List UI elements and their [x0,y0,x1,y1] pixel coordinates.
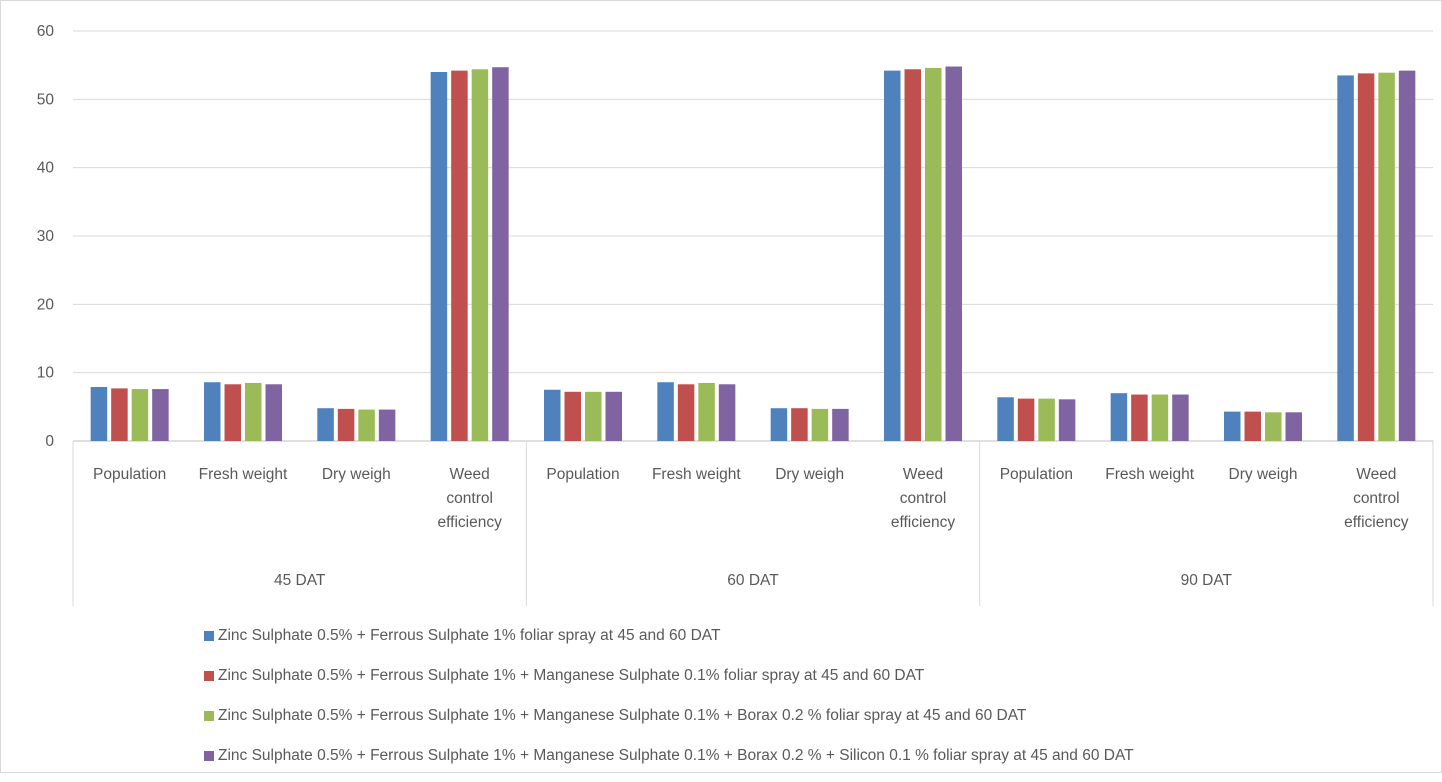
bar [832,408,849,441]
bar [152,389,169,441]
y-tick-label: 20 [37,296,55,313]
legend-label: Zinc Sulphate 0.5% + Ferrous Sulphate 1%… [218,747,1134,764]
bar [204,382,221,441]
bar [471,69,489,442]
legend-item: Zinc Sulphate 0.5% + Ferrous Sulphate 1%… [204,662,1134,690]
bar [904,69,921,442]
x-group-label: 60 DAT [727,572,779,589]
bar [111,388,128,441]
legend-swatch [204,751,214,761]
bar [945,66,962,442]
bar [698,382,715,441]
bar [997,397,1014,441]
bar [337,408,355,441]
legend-item: Zinc Sulphate 0.5% + Ferrous Sulphate 1%… [204,742,1134,770]
x-category-label: Population [93,466,166,483]
bar [811,408,829,441]
x-group-label: 45 DAT [274,572,326,589]
bar [791,408,808,441]
y-tick-label: 0 [45,433,54,450]
x-category-label: Weed control efficiency [1344,466,1409,531]
bar [451,70,468,441]
legend-label: Zinc Sulphate 0.5% + Ferrous Sulphate 1%… [218,627,721,644]
bar [564,391,581,441]
y-tick-label: 30 [37,228,55,245]
bar [1110,393,1128,441]
bar [1131,394,1148,441]
legend-item: Zinc Sulphate 0.5% + Ferrous Sulphate 1%… [204,622,1134,650]
x-category-label: Fresh weight [199,466,288,483]
bar-chart: 0 10 20 30 40 50 60 Population Fresh weight Dry w… [37,23,1434,606]
x-category-label: Dry weigh [1229,466,1298,483]
legend-label: Zinc Sulphate 0.5% + Ferrous Sulphate 1%… [218,707,1027,724]
bar [884,70,901,441]
bar [1378,72,1395,441]
bar [1151,394,1169,441]
y-tick-label: 40 [37,160,55,177]
y-tick-label: 60 [37,23,55,40]
bar [1172,394,1189,441]
bar [1038,398,1055,441]
legend-label: Zinc Sulphate 0.5% + Ferrous Sulphate 1%… [218,667,925,684]
bar [131,389,149,441]
bar [657,382,674,441]
bar [1398,70,1416,441]
x-category-label: Population [1000,466,1073,483]
bar [1017,398,1035,441]
legend-item: Zinc Sulphate 0.5% + Ferrous Sulphate 1%… [204,702,1134,730]
bar [1058,399,1076,441]
chart-legend: Zinc Sulphate 0.5% + Ferrous Sulphate 1%… [204,622,1134,782]
bar [1244,411,1261,441]
x-category-label: Fresh weight [1105,466,1194,483]
bar [492,67,509,441]
bar [1337,75,1354,442]
x-category-label: Weed control efficiency [437,466,502,531]
bar [718,384,736,441]
bar [1357,73,1375,441]
bar [378,409,396,441]
legend-swatch [204,671,214,681]
bar [1224,411,1241,441]
bar [544,389,561,441]
bar [677,384,695,441]
bar [317,408,334,441]
bar [605,391,622,441]
bar [245,382,262,441]
x-category-label: Fresh weight [652,466,741,483]
bar [430,72,448,441]
x-category-label: Dry weigh [322,466,391,483]
bar [265,384,282,441]
bar [1285,412,1302,441]
x-category-label: Weed control efficiency [891,466,956,531]
y-tick-label: 10 [37,365,55,382]
x-category-label: Dry weigh [775,466,844,483]
bar [770,408,788,441]
legend-swatch [204,711,214,721]
bar [925,67,942,442]
bar [358,409,375,441]
bar [224,384,241,441]
y-tick-label: 50 [37,91,55,108]
bar [1265,412,1282,441]
bar [90,387,108,441]
x-category-label: Population [546,466,619,483]
legend-swatch [204,631,214,641]
x-group-label: 90 DAT [1181,572,1233,589]
bar [585,391,602,441]
